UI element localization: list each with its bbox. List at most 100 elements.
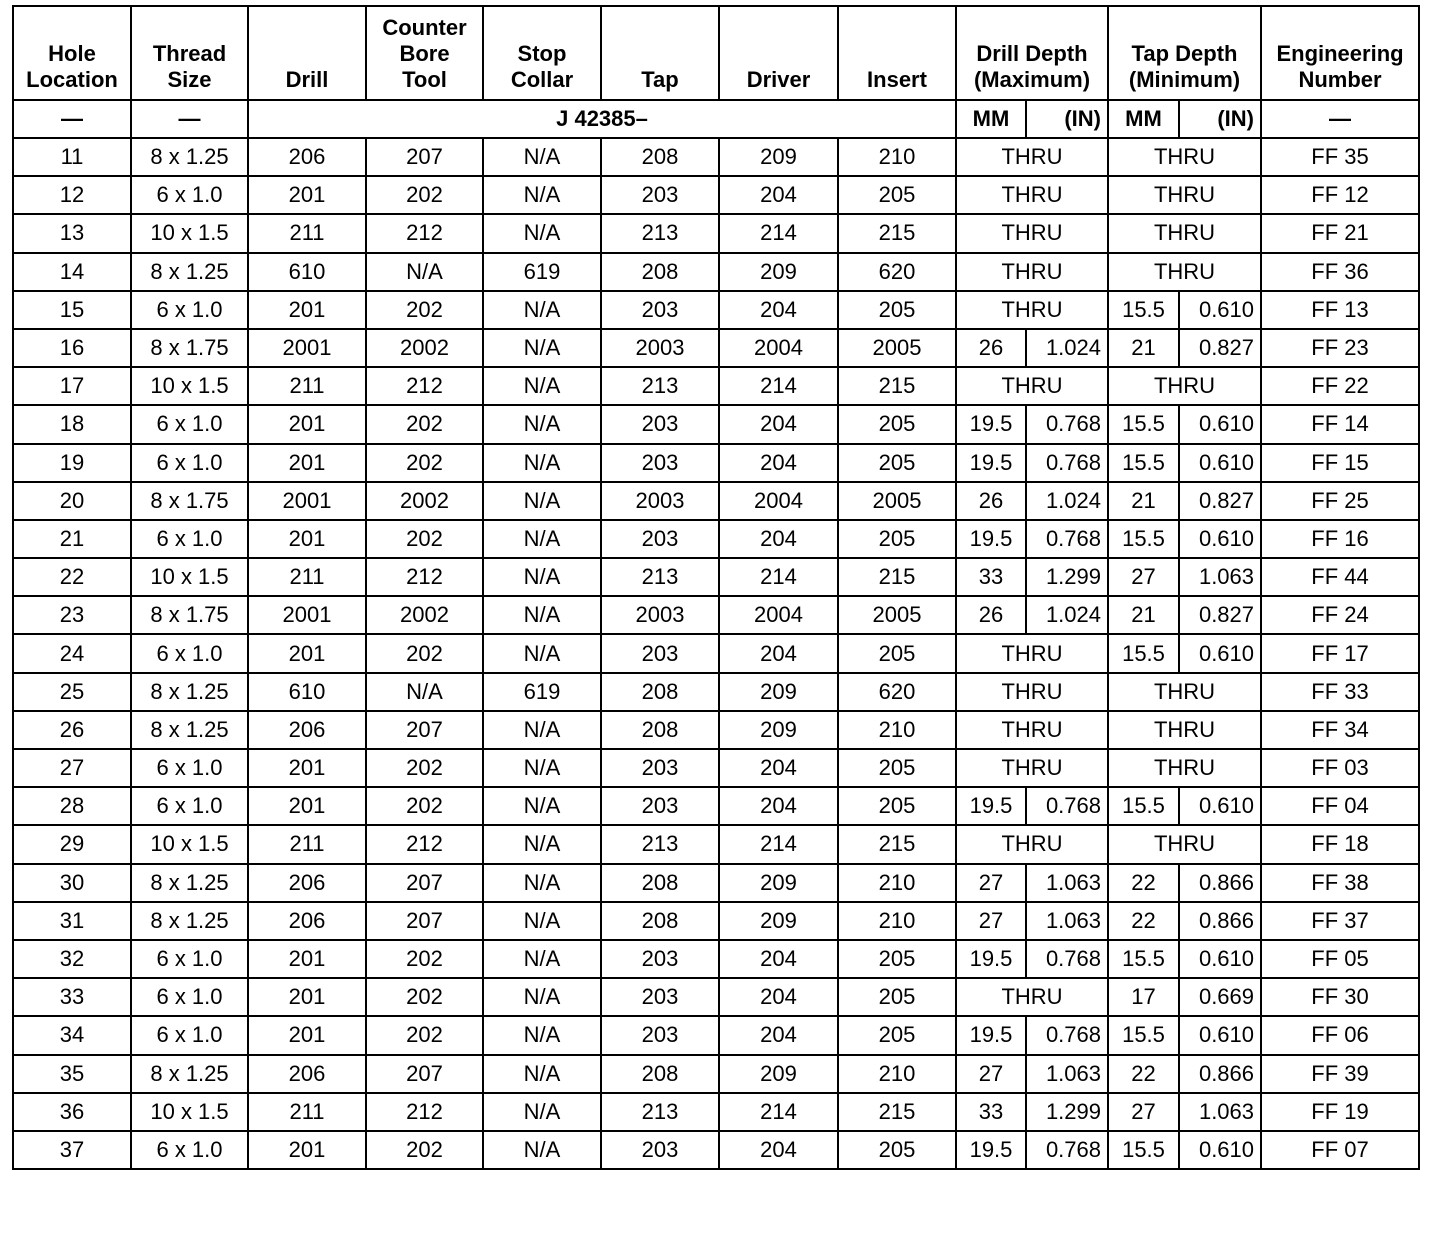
tool-number: 202: [365, 175, 484, 216]
tool-number: 214: [718, 213, 839, 254]
hole-location: 37: [12, 1129, 132, 1171]
tool-number: N/A: [482, 786, 602, 827]
subheader-row: — — J 42385– MM (IN) MM (IN) —: [12, 99, 1421, 139]
engineering-number: FF 38: [1260, 862, 1421, 903]
depth-cell: 21: [1107, 327, 1180, 369]
tool-number: N/A: [482, 1015, 602, 1056]
tool-number: 213: [600, 557, 720, 598]
tool-number: N/A: [482, 862, 602, 903]
engineering-number: FF 34: [1260, 709, 1421, 751]
column-header: Driver: [718, 5, 839, 101]
hole-location: 14: [12, 251, 132, 292]
tool-number: N/A: [482, 633, 602, 674]
depth-cell: 0.669: [1177, 977, 1263, 1018]
data-row: 28 6 x 1.0 201 202 N/A 203 204 205 19.5 0.768 15.5…: [12, 786, 1421, 827]
depth-cell: THRU: [1106, 366, 1263, 407]
depth-cell: 33: [955, 557, 1027, 598]
depth-cell: 0.768: [1025, 1129, 1109, 1171]
depth-cell: THRU: [1106, 136, 1263, 178]
hole-location: 27: [12, 747, 132, 789]
depth-cell: 1.063: [1025, 862, 1109, 903]
tool-number: 204: [718, 633, 839, 674]
engineering-number: FF 14: [1260, 404, 1421, 445]
data-row: 30 8 x 1.25 206 207 N/A 208 209 210 27 1.063 22 0.8…: [12, 862, 1421, 903]
depth-cell: 1.024: [1025, 595, 1109, 636]
tool-number: N/A: [482, 557, 602, 598]
unit-cell: MM: [1107, 99, 1180, 139]
engineering-number: FF 30: [1260, 977, 1421, 1018]
tool-number: 2004: [718, 480, 839, 521]
tool-number: 201: [247, 518, 367, 560]
thread-size: 8 x 1.25: [130, 862, 249, 903]
tool-number: 212: [365, 213, 484, 254]
tool-number: 206: [247, 709, 367, 751]
depth-cell: 15.5: [1107, 1015, 1180, 1056]
tool-number: 201: [247, 1015, 367, 1056]
depth-cell: 19.5: [955, 938, 1027, 980]
tool-number: N/A: [482, 747, 602, 789]
depth-cell: 0.768: [1025, 1015, 1109, 1056]
tool-number: N/A: [482, 213, 602, 254]
engineering-number: FF 37: [1260, 900, 1421, 941]
tool-number: 211: [247, 1091, 367, 1132]
data-row: 37 6 x 1.0 201 202 N/A 203 204 205 19.5 0.768 15.5…: [12, 1129, 1421, 1171]
depth-cell: 1.024: [1025, 327, 1109, 369]
thread-size: 6 x 1.0: [130, 404, 249, 445]
tool-number: 215: [837, 366, 957, 407]
engineering-number: FF 06: [1260, 1015, 1421, 1056]
hole-location: 19: [12, 442, 132, 483]
depth-cell: 22: [1107, 862, 1180, 903]
tool-number: 2005: [837, 480, 957, 521]
tool-number: 610: [247, 671, 367, 712]
depth-cell: 0.610: [1177, 404, 1263, 445]
header-row: Hole Location Thread Size Drill Counter Bor…: [12, 5, 1421, 101]
column-header: Drill: [247, 5, 367, 101]
table-body: Hole Location Thread Size Drill Counter Bor…: [12, 5, 1421, 1171]
depth-cell: 19.5: [955, 1015, 1027, 1056]
column-header: Hole Location: [12, 5, 132, 101]
tool-number: N/A: [482, 595, 602, 636]
hole-location: 35: [12, 1053, 132, 1094]
depth-cell: 0.610: [1177, 786, 1263, 827]
column-header: Drill Depth (Maximum): [955, 5, 1109, 101]
tool-number: 209: [718, 1053, 839, 1094]
depth-cell: 0.768: [1025, 442, 1109, 483]
depth-cell: THRU: [955, 671, 1109, 712]
tool-number: 202: [365, 977, 484, 1018]
tool-number: 2003: [600, 595, 720, 636]
depth-cell: 0.827: [1177, 595, 1263, 636]
tool-number: 204: [718, 518, 839, 560]
engineering-number: FF 16: [1260, 518, 1421, 560]
depth-cell: THRU: [955, 136, 1109, 178]
tool-number: 2005: [837, 595, 957, 636]
thread-size: 6 x 1.0: [130, 175, 249, 216]
depth-cell: 0.768: [1025, 938, 1109, 980]
depth-cell: THRU: [955, 366, 1109, 407]
depth-cell: 19.5: [955, 786, 1027, 827]
tool-number: N/A: [482, 366, 602, 407]
engineering-number: FF 19: [1260, 1091, 1421, 1132]
tool-number: 205: [837, 442, 957, 483]
depth-cell: THRU: [955, 213, 1109, 254]
tool-number: 208: [600, 862, 720, 903]
hole-location: 34: [12, 1015, 132, 1056]
depth-cell: THRU: [1106, 824, 1263, 865]
tool-number: 212: [365, 557, 484, 598]
data-row: 27 6 x 1.0 201 202 N/A 203 204 205 THRU THRU FF 03: [12, 747, 1421, 789]
tool-number: 201: [247, 786, 367, 827]
hole-location: 24: [12, 633, 132, 674]
tool-number: 209: [718, 900, 839, 941]
tool-number: 202: [365, 404, 484, 445]
data-row: 19 6 x 1.0 201 202 N/A 203 204 205 19.5 0.768 15.5…: [12, 442, 1421, 483]
tool-number: 208: [600, 251, 720, 292]
unit-cell: (IN): [1177, 99, 1263, 139]
depth-cell: 1.063: [1025, 900, 1109, 941]
tool-number: 203: [600, 518, 720, 560]
tool-number: 208: [600, 900, 720, 941]
tool-number: 201: [247, 1129, 367, 1171]
tool-number: 201: [247, 442, 367, 483]
data-row: 25 8 x 1.25 610 N/A 619 208 209 620 THRU THRU FF 3…: [12, 671, 1421, 712]
depth-cell: THRU: [955, 289, 1109, 330]
depth-cell: 21: [1107, 480, 1180, 521]
thread-size: 8 x 1.25: [130, 1053, 249, 1094]
